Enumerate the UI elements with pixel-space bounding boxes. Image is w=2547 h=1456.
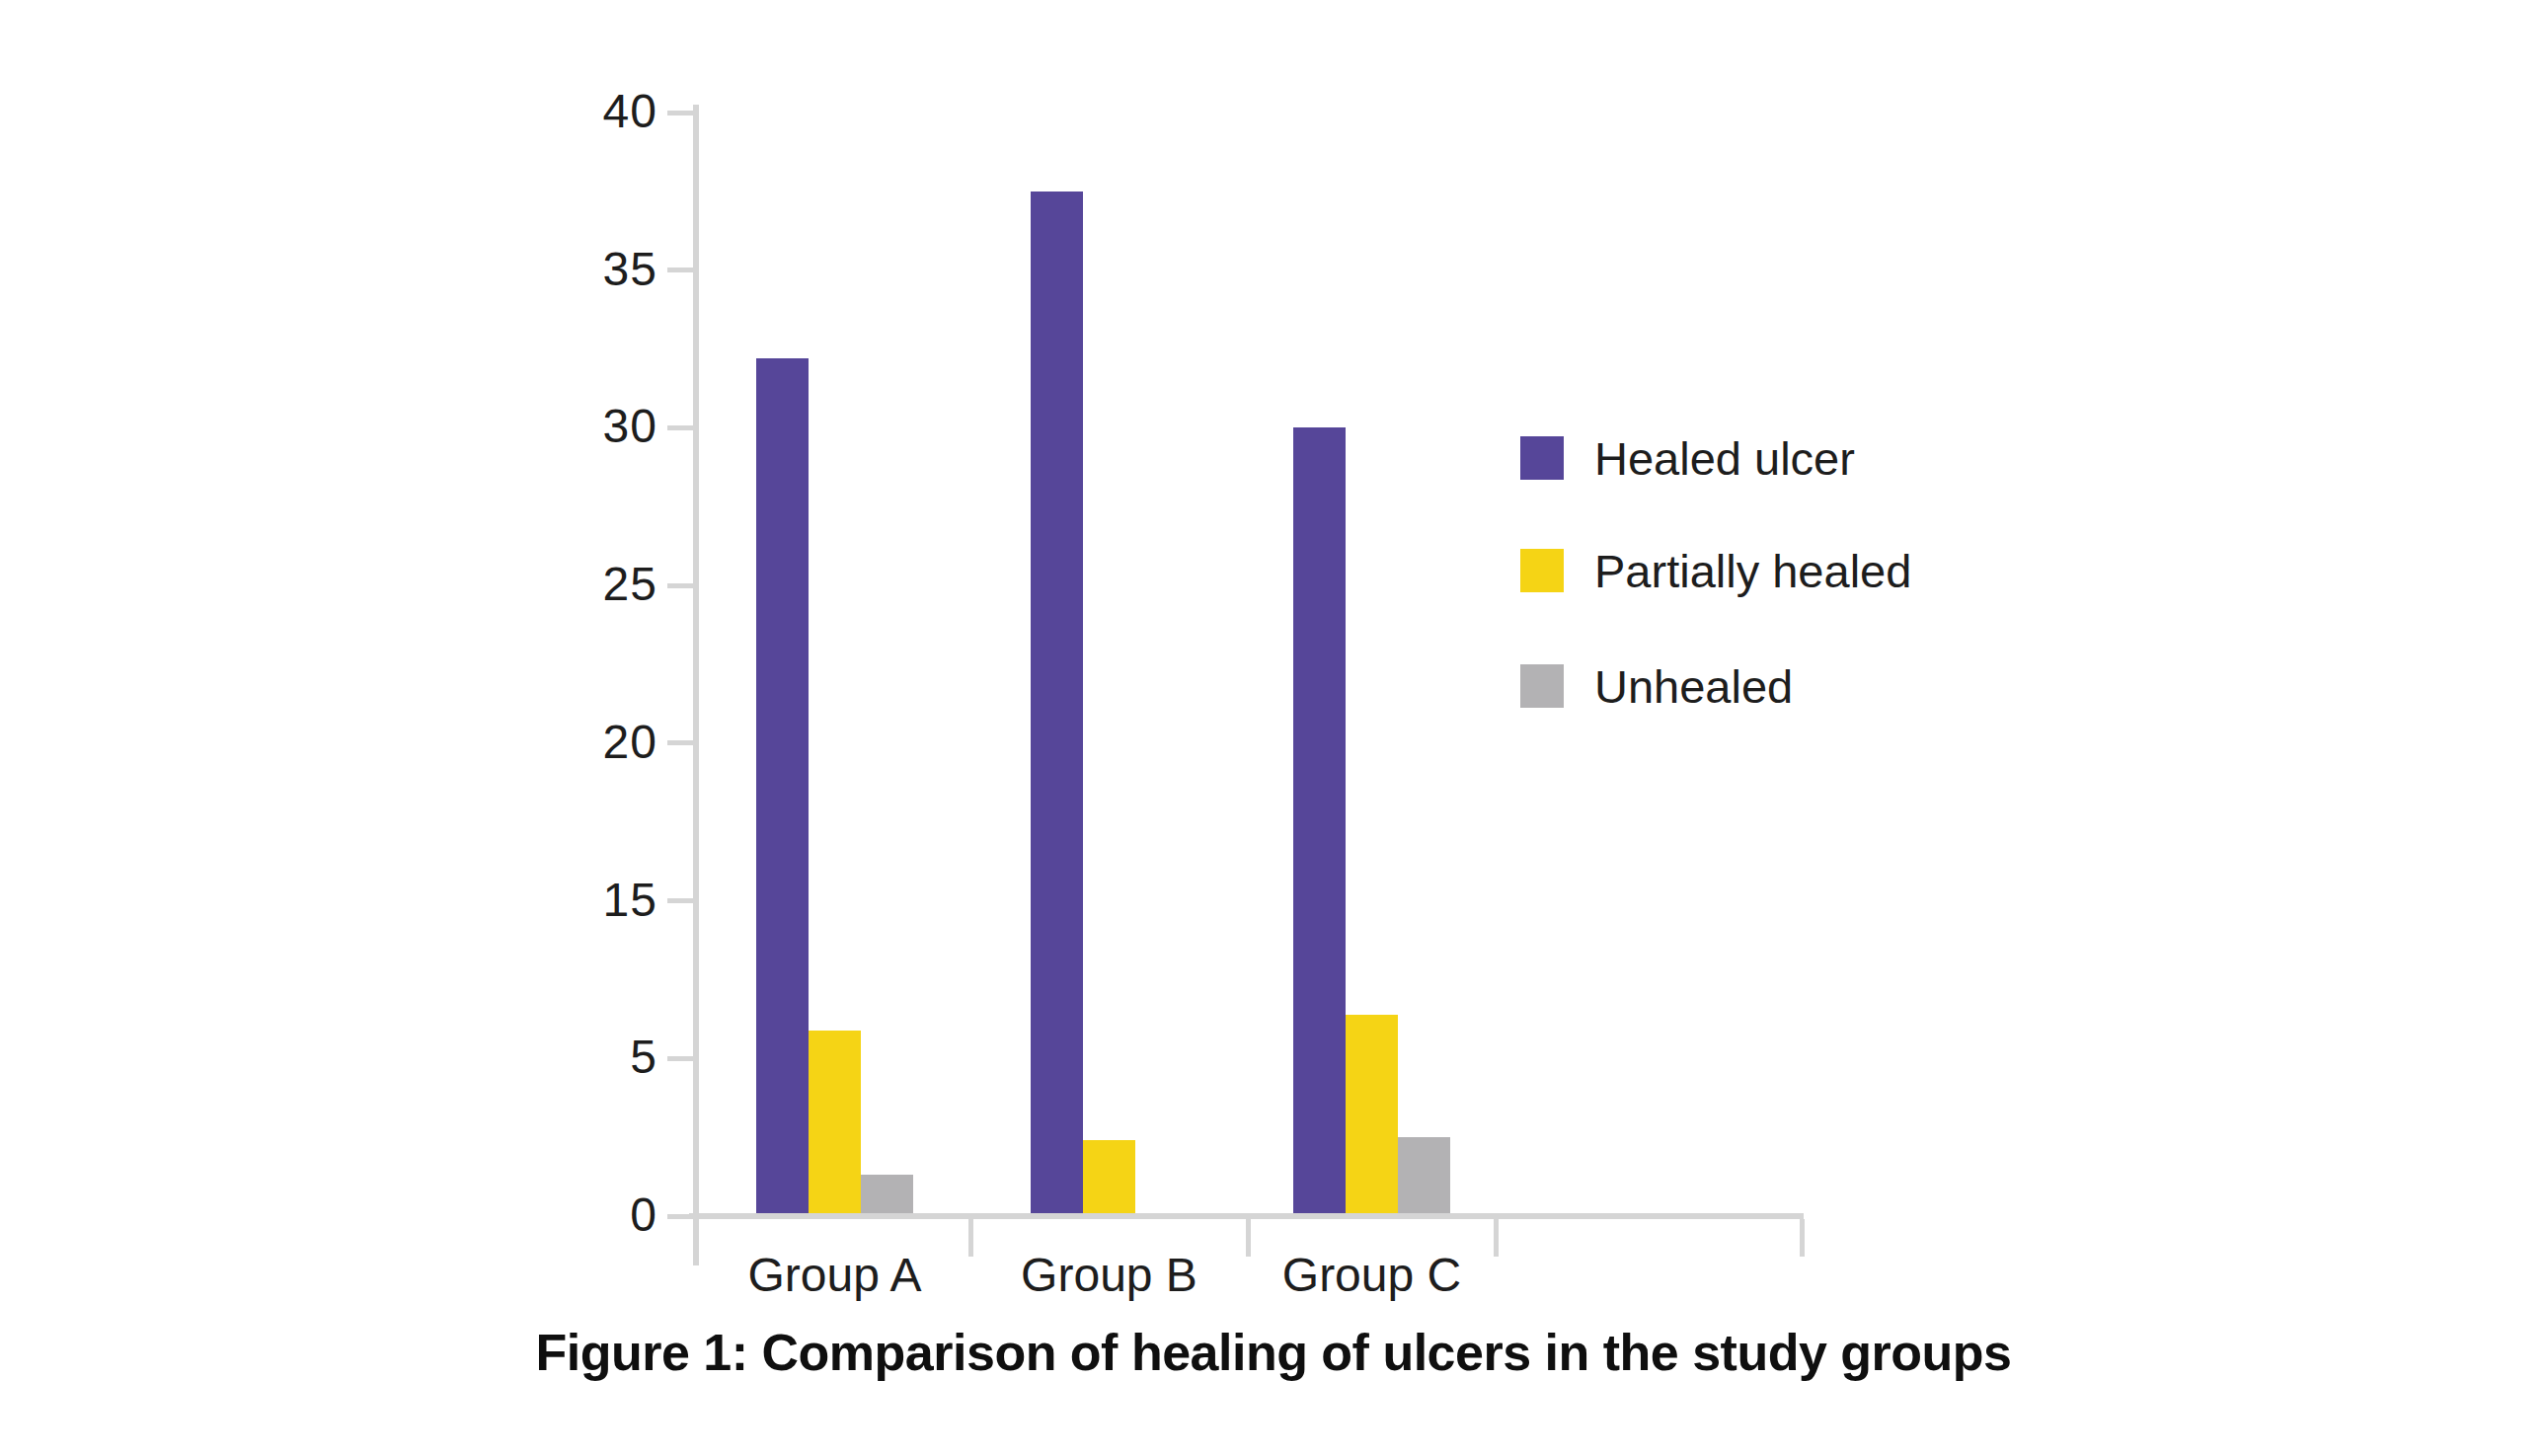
y-tick-label: 25 [395,558,657,612]
x-axis-label-group-a: Group A [747,1248,921,1302]
legend-item-unhealed: Unhealed [1520,651,1793,722]
figure-caption: Figure 1: Comparison of healing of ulcer… [0,1323,2547,1382]
legend-label: Healed ulcer [1594,431,1855,486]
y-tick-label: 15 [395,873,657,927]
unhealed-bar-group-c [1398,1137,1450,1217]
figure-canvas: 0 5 15 20 25 30 35 40 Group A Group B Group C Heal… [0,0,2547,1456]
x-tick [1494,1219,1499,1257]
x-tick [1246,1219,1251,1257]
y-tick [667,268,693,272]
y-tick [667,583,693,588]
y-tick [667,740,693,745]
partially-healed-bar-group-b [1083,1140,1135,1217]
unhealed-swatch [1520,664,1564,708]
healed-ulcer-bar-group-b [1031,192,1083,1217]
healed-ulcer-bar-group-a [756,358,809,1217]
x-axis-label-group-b: Group B [1021,1248,1197,1302]
x-tick [968,1219,973,1257]
y-tick-label: 20 [395,715,657,769]
legend-item-partially-healed: Partially healed [1520,535,1911,606]
y-tick [667,1056,693,1061]
y-tick [667,425,693,430]
y-tick [667,111,693,115]
y-tick [667,898,693,903]
y-tick-label: 35 [395,242,657,296]
legend-item-healed-ulcer: Healed ulcer [1520,422,1855,494]
y-tick-label: 40 [395,84,657,138]
y-axis-line [693,105,699,1265]
partially-healed-bar-group-c [1346,1015,1398,1217]
y-tick-label: 5 [395,1031,657,1085]
partially-healed-bar-group-a [809,1031,861,1217]
legend-label: Unhealed [1594,659,1793,714]
legend-label: Partially healed [1594,544,1911,598]
y-tick-label: 0 [395,1188,657,1242]
y-tick-label: 30 [395,400,657,454]
healed-ulcer-bar-group-c [1293,427,1346,1217]
x-axis-label-group-c: Group C [1282,1248,1461,1302]
y-tick [667,1214,693,1219]
unhealed-bar-group-a [861,1175,913,1217]
x-tick [1800,1219,1805,1257]
partially-healed-swatch [1520,549,1564,592]
healed-ulcer-swatch [1520,436,1564,480]
